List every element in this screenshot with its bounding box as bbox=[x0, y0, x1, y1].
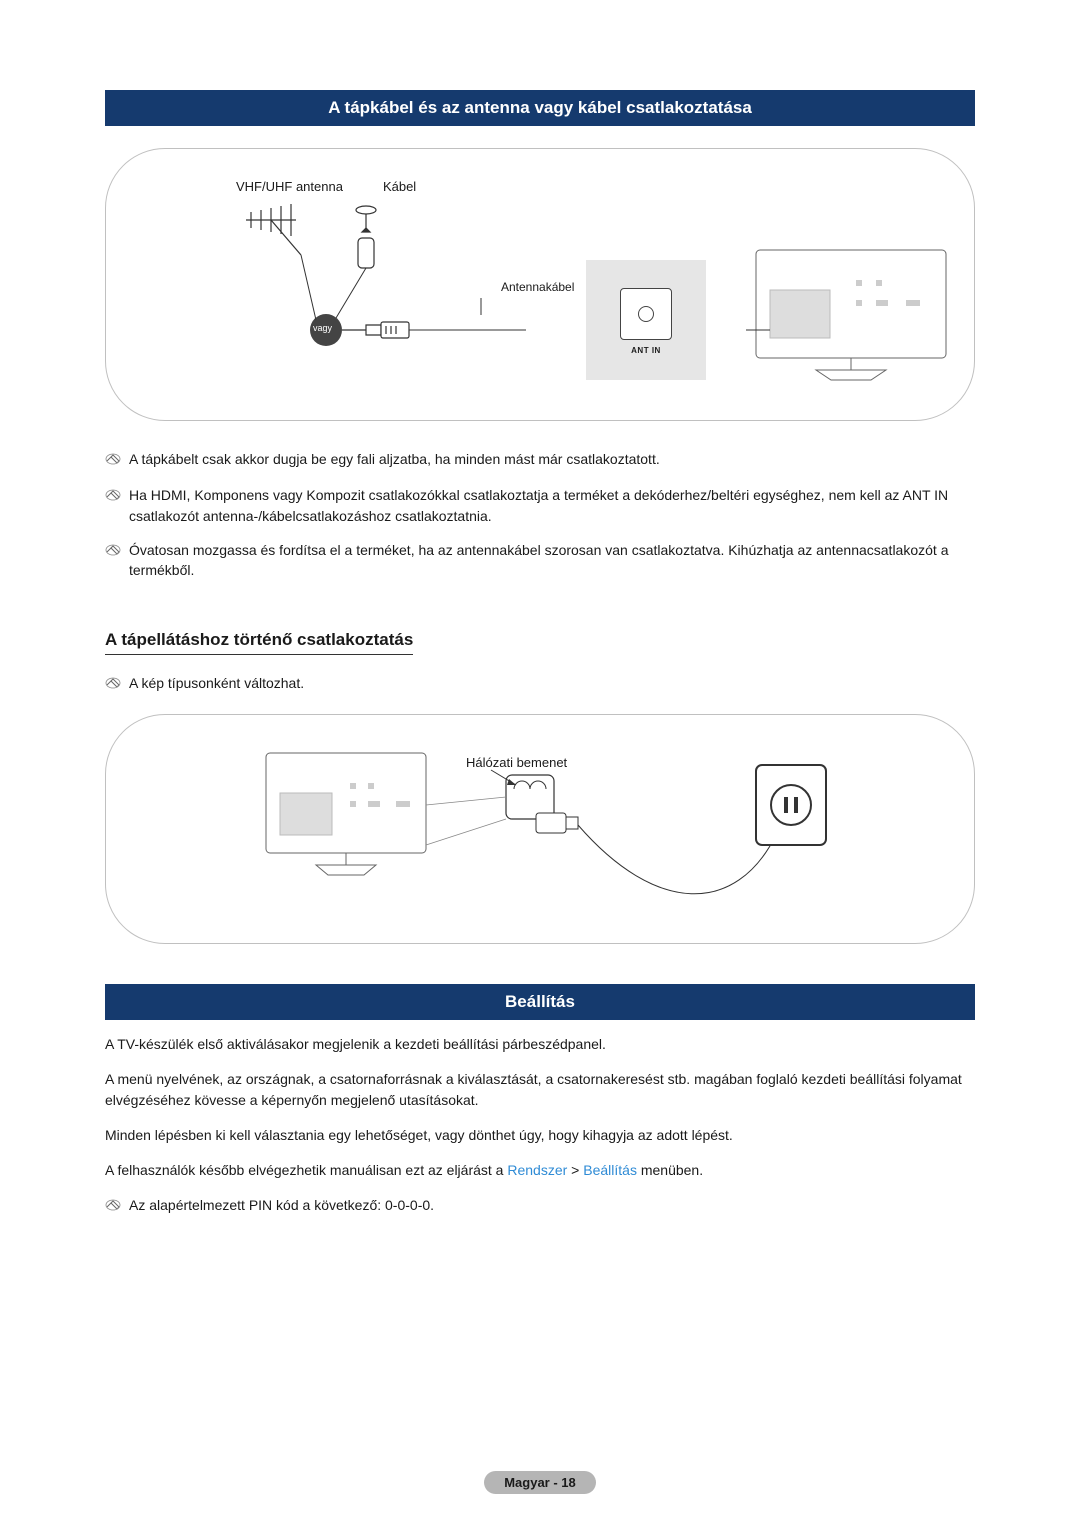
note-text: A tápkábelt csak akkor dugja be egy fali… bbox=[129, 449, 660, 469]
antenna-cable-label: Antennakábel bbox=[501, 280, 574, 294]
antenna-diagram: VHF/UHF antenna Kábel bbox=[105, 148, 975, 421]
section-header-setup: Beállítás bbox=[105, 984, 975, 1020]
p4-sep: > bbox=[567, 1162, 583, 1178]
note-text: Ha HDMI, Komponens vagy Kompozit csatlak… bbox=[129, 485, 975, 526]
vhf-uhf-label: VHF/UHF antenna bbox=[236, 179, 343, 194]
power-wiring-illustration bbox=[136, 735, 916, 935]
section-header-connection-text: A tápkábel és az antenna vagy kábel csat… bbox=[328, 98, 752, 117]
setup-paragraph: A TV-készülék első aktiválásakor megjele… bbox=[105, 1034, 975, 1055]
section-header-setup-text: Beállítás bbox=[505, 992, 575, 1011]
antenna-notes: A tápkábelt csak akkor dugja be egy fali… bbox=[105, 449, 975, 580]
note-icon bbox=[105, 1196, 121, 1217]
note-icon bbox=[105, 541, 121, 562]
note-icon bbox=[105, 450, 121, 471]
note-text: Óvatosan mozgassa és fordítsa el a termé… bbox=[129, 540, 975, 581]
note-icon bbox=[105, 674, 121, 695]
setup-paragraph: Minden lépésben ki kell választania egy … bbox=[105, 1125, 975, 1146]
ant-in-region: ANT IN bbox=[586, 260, 706, 380]
page-number: Magyar - 18 bbox=[484, 1471, 596, 1494]
tv-rear-illustration bbox=[746, 240, 966, 400]
p4-pre: A felhasználók később elvégezhetik manuá… bbox=[105, 1162, 507, 1178]
menu-path-system: Rendszer bbox=[507, 1162, 567, 1178]
power-diagram: Hálózati bemenet bbox=[105, 714, 975, 944]
section-header-connection: A tápkábel és az antenna vagy kábel csat… bbox=[105, 90, 975, 126]
power-subheading: A tápellátáshoz történő csatlakoztatás bbox=[105, 630, 413, 655]
or-label: vagy bbox=[313, 323, 332, 333]
subnote-text: A kép típusonként változhat. bbox=[129, 673, 304, 693]
antenna-wiring-illustration bbox=[206, 200, 536, 370]
note-icon bbox=[105, 486, 121, 507]
ant-in-socket-icon bbox=[620, 288, 672, 340]
menu-path-setup: Beállítás bbox=[583, 1162, 637, 1178]
ant-in-label: ANT IN bbox=[586, 346, 706, 355]
setup-paragraph: A menü nyelvének, az országnak, a csator… bbox=[105, 1069, 975, 1111]
cable-label: Kábel bbox=[383, 179, 416, 194]
p4-post: menüben. bbox=[637, 1162, 703, 1178]
setup-paragraph-menu: A felhasználók később elvégezhetik manuá… bbox=[105, 1160, 975, 1181]
pin-note-text: Az alapértelmezett PIN kód a következő: … bbox=[129, 1195, 434, 1215]
page-footer: Magyar - 18 bbox=[0, 1471, 1080, 1494]
